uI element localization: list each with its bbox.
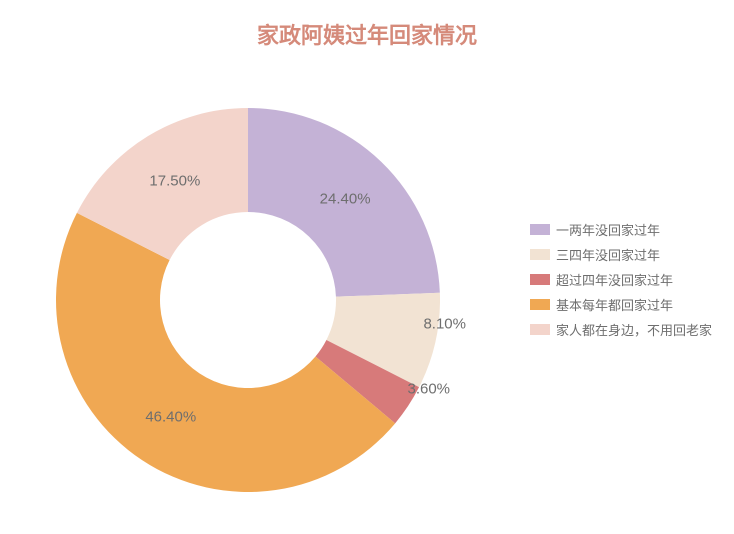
legend: 一两年没回家过年三四年没回家过年超过四年没回家过年基本每年都回家过年家人都在身边… [530,220,712,345]
legend-label-2: 超过四年没回家过年 [556,270,673,289]
slice-label-1: 8.10% [423,316,466,333]
legend-swatch-1 [530,249,550,260]
slice-label-4: 17.50% [149,172,200,189]
donut-svg [56,108,440,492]
legend-item-4: 家人都在身边，不用回老家 [530,320,712,339]
legend-label-4: 家人都在身边，不用回老家 [556,320,712,339]
chart-title: 家政阿姨过年回家情况 [0,18,734,50]
legend-label-0: 一两年没回家过年 [556,220,660,239]
legend-label-1: 三四年没回家过年 [556,245,660,264]
slice-label-0: 24.40% [320,191,371,208]
legend-swatch-4 [530,324,550,335]
legend-item-2: 超过四年没回家过年 [530,270,712,289]
legend-swatch-2 [530,274,550,285]
donut-chart: 24.40%8.10%3.60%46.40%17.50% [56,108,440,492]
legend-label-3: 基本每年都回家过年 [556,295,673,314]
legend-item-3: 基本每年都回家过年 [530,295,712,314]
legend-item-0: 一两年没回家过年 [530,220,712,239]
legend-swatch-0 [530,224,550,235]
legend-item-1: 三四年没回家过年 [530,245,712,264]
legend-swatch-3 [530,299,550,310]
slice-label-3: 46.40% [145,408,196,425]
slice-label-2: 3.60% [407,381,450,398]
